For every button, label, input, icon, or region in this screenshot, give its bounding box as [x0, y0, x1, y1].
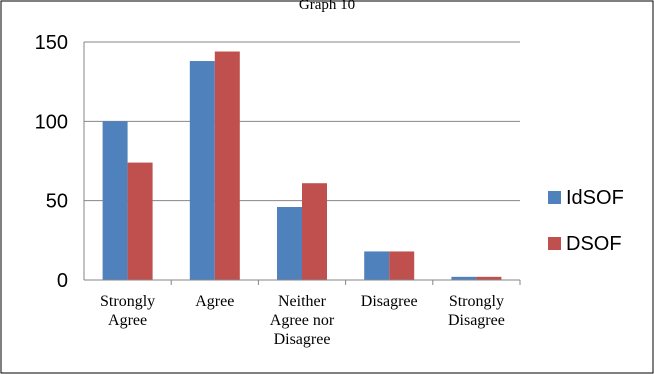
x-tick-label: Disagree [361, 293, 418, 310]
y-tick-label: 0 [57, 270, 68, 292]
bar-idsof [277, 207, 302, 280]
y-tick-labels: 0 50 100 150 [35, 32, 68, 292]
x-tick-labels: Strongly Agree Agree Neither Agree nor Disagr… [100, 293, 505, 348]
bar-idsof [102, 121, 128, 280]
bar-idsof [189, 61, 215, 280]
legend-label: IdSOF [566, 187, 624, 209]
legend: IdSOF DSOF [548, 187, 624, 255]
bar-idsof [451, 276, 477, 280]
x-tick-label: Strongly Agree [100, 293, 155, 329]
x-tick-label: Strongly Disagree [448, 293, 505, 329]
bar-dsof [476, 276, 502, 280]
bar-dsof [389, 251, 415, 280]
x-tick-label: Agree [195, 293, 234, 310]
legend-swatch [548, 191, 561, 204]
chart-title: Graph 10 [299, 0, 355, 13]
bar-idsof [364, 251, 390, 280]
y-tick-label: 50 [46, 191, 68, 213]
legend-swatch [548, 237, 561, 250]
y-tick-label: 150 [35, 32, 68, 54]
bar-dsof [302, 183, 327, 280]
axes [83, 42, 521, 285]
bar-dsof [214, 51, 240, 280]
x-tick-label: Neither Agree nor Disagree [270, 293, 335, 348]
bars [102, 51, 502, 280]
legend-label: DSOF [566, 233, 622, 255]
bar-dsof [127, 162, 153, 280]
y-tick-label: 100 [35, 111, 68, 133]
